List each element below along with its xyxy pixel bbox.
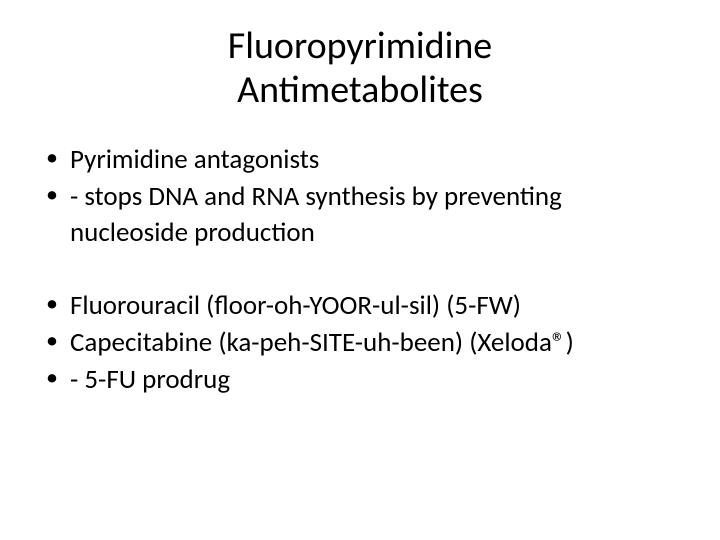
title-line-1: Fluoropyrimidine bbox=[228, 23, 492, 69]
title-line-2: Antimetabolites bbox=[237, 67, 483, 113]
bullet-item: - stops DNA and RNA synthesis by prevent… bbox=[40, 179, 680, 249]
bullet-list: Pyrimidine antagonists - stops DNA and R… bbox=[40, 142, 680, 397]
bullet-item: Capecitabine (ka-peh-SITE-uh-been) (Xelo… bbox=[40, 325, 680, 360]
bullet-item: - 5-FU prodrug bbox=[40, 362, 680, 397]
bullet-item: Fluorouracil (floor-oh-YOOR-ul-sil) (5-F… bbox=[40, 288, 680, 323]
slide-title: Fluoropyrimidine Antimetabolites bbox=[40, 25, 680, 112]
bullet-item: Pyrimidine antagonists bbox=[40, 142, 680, 177]
